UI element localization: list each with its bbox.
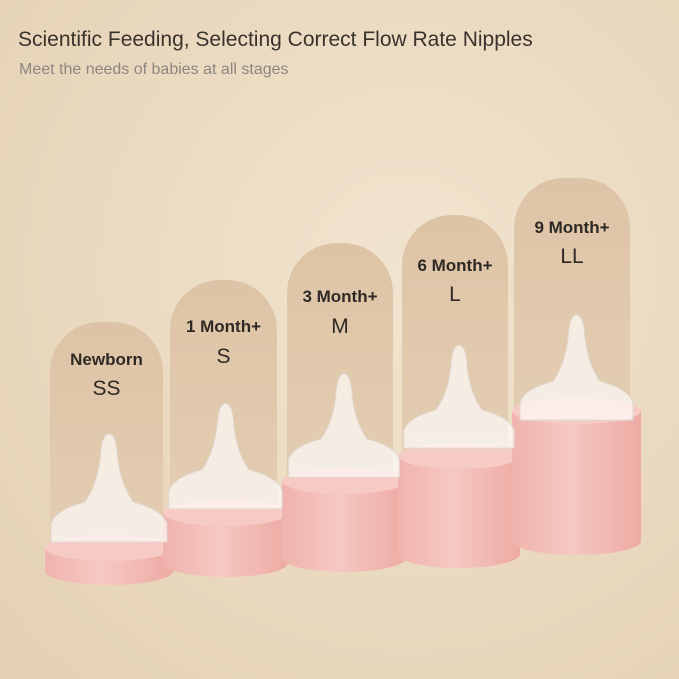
- nipple-icon: [168, 402, 283, 510]
- headline: Scientific Feeding, Selecting Correct Fl…: [18, 28, 533, 51]
- nipple-icon: [403, 344, 515, 449]
- stage-column-9-month: 9 Month+ LL: [514, 178, 630, 418]
- stage-size: M: [331, 315, 349, 338]
- stage-size: L: [449, 283, 461, 306]
- pink-base-3-month: [282, 468, 406, 572]
- subheadline: Meet the needs of babies at all stages: [19, 61, 289, 78]
- pink-base-6-month: [398, 443, 520, 568]
- nipple-icon: [288, 373, 400, 478]
- stage-age: 6 Month+: [417, 256, 493, 275]
- stage-size: SS: [92, 377, 121, 400]
- stage-age: 9 Month+: [534, 218, 610, 237]
- stage-size: S: [216, 345, 231, 368]
- stage-size: LL: [560, 245, 584, 268]
- nipple-icon: [50, 433, 168, 543]
- stage-age: 3 Month+: [302, 287, 378, 306]
- stage-age: Newborn: [70, 350, 143, 369]
- pink-base-1-month: [163, 500, 288, 577]
- stage-age: 1 Month+: [185, 317, 262, 336]
- nipple-icon: [519, 314, 634, 421]
